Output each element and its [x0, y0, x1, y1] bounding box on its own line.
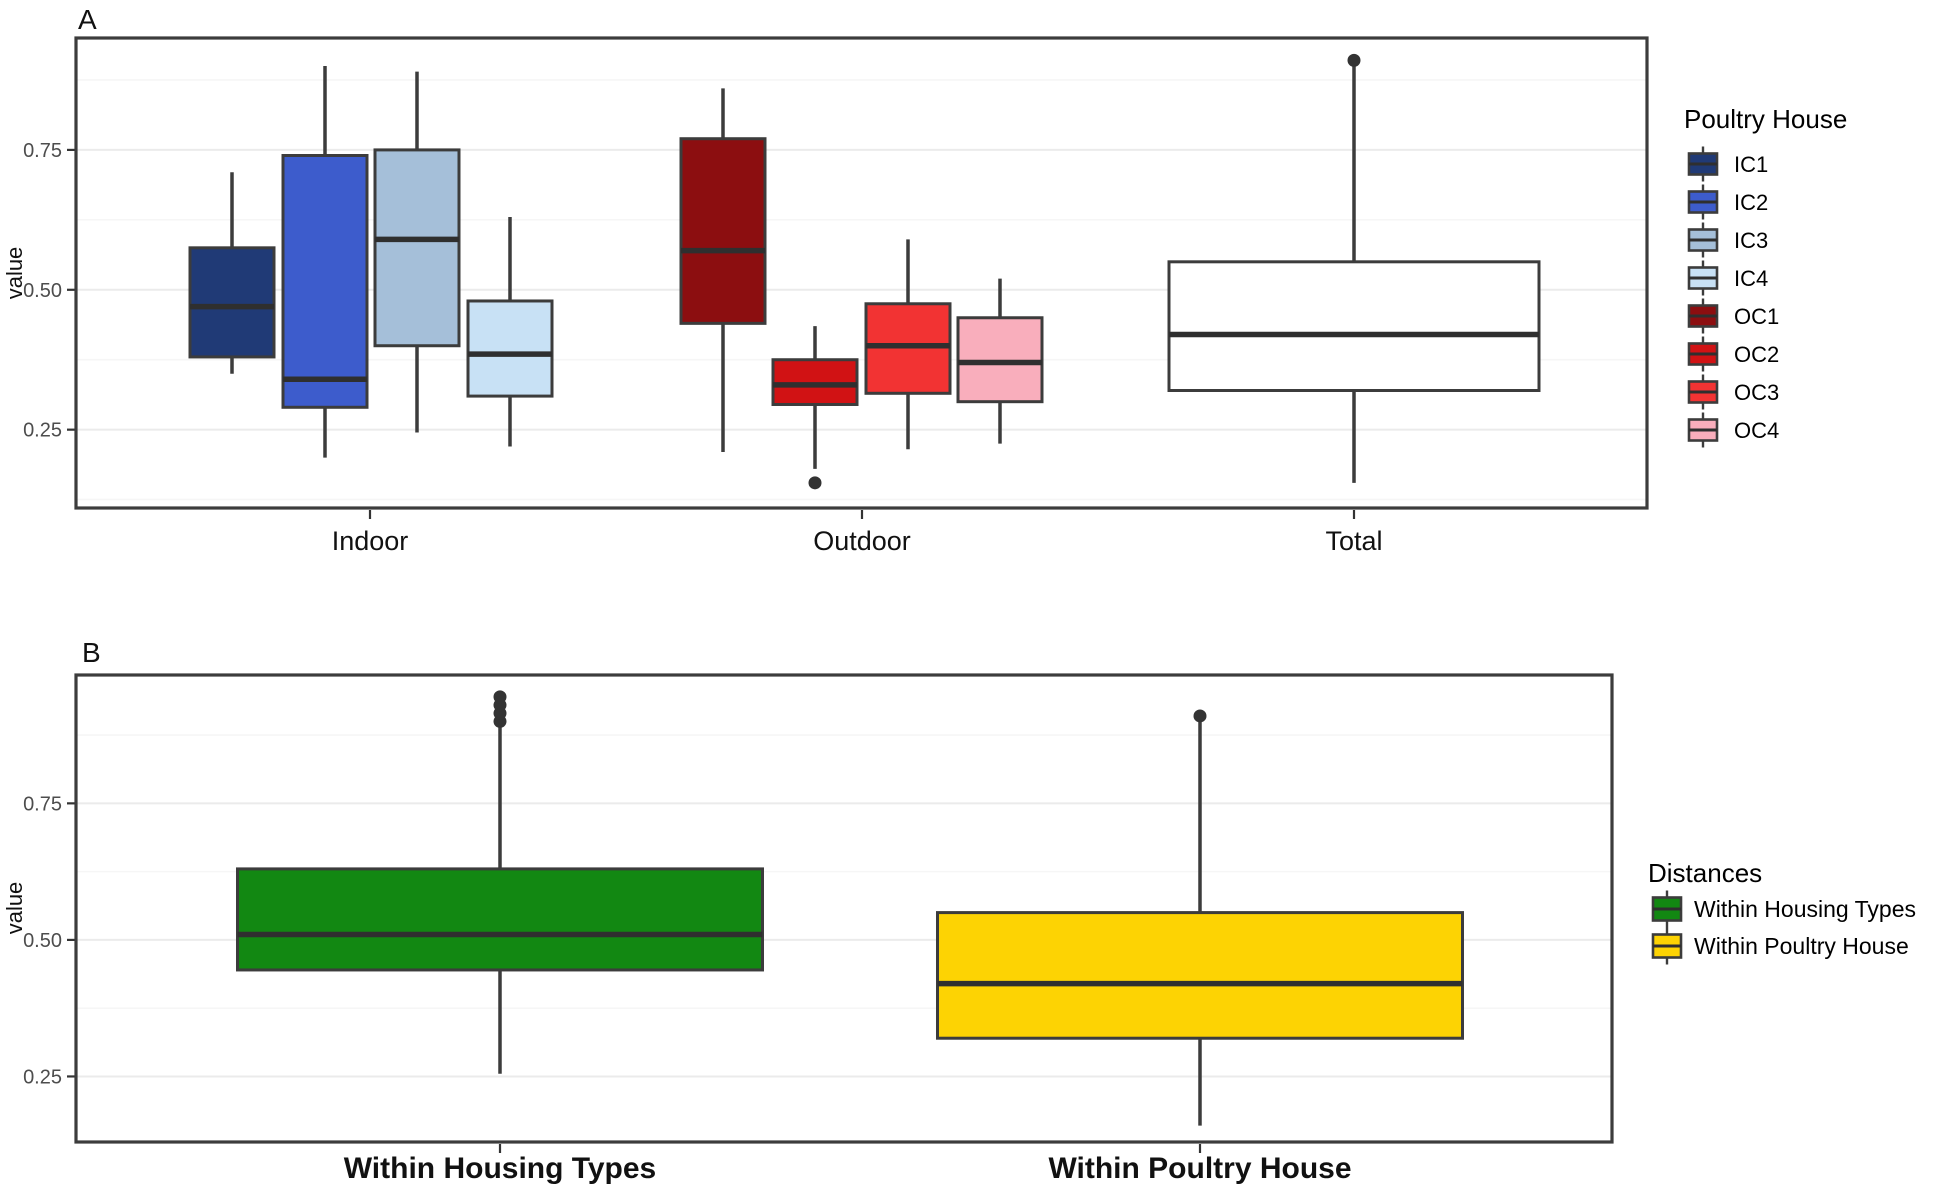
legend-item-label: IC4	[1734, 266, 1768, 291]
legend-item-label: OC3	[1734, 380, 1779, 405]
outlier-point	[1193, 709, 1207, 723]
legend-item-label: OC1	[1734, 304, 1779, 329]
x-axis-label: Outdoor	[813, 526, 911, 556]
x-axis-label: Total	[1325, 526, 1382, 556]
y-tick-label: 0.25	[23, 1066, 62, 1088]
iqr-box	[771, 358, 859, 406]
x-axis-label: Indoor	[332, 526, 409, 556]
y-tick-label: 0.75	[23, 793, 62, 815]
boxplot-ic4	[466, 217, 554, 447]
legend-poultry-house: Poultry House IC1 IC2 IC3 IC4 OC1 OC2 OC3 OC4	[1684, 104, 1847, 448]
legend-item-label: OC4	[1734, 418, 1779, 443]
boxplot-within-poultry-house	[936, 709, 1464, 1126]
iqr-box	[1167, 260, 1541, 392]
y-axis-title: value	[2, 882, 27, 935]
panel-border	[74, 36, 1649, 510]
y-tick-label: 0.25	[23, 420, 62, 442]
x-axis-label: Within Poultry House	[1048, 1152, 1351, 1185]
iqr-box	[956, 316, 1044, 404]
legend-distances: Distances Within Housing Types Within Poul…	[1648, 858, 1916, 965]
panel-border	[74, 673, 1614, 1144]
legend-item-ic1: IC1	[1687, 146, 1768, 182]
legend-item-within-poultry-house: Within Poultry House	[1651, 927, 1909, 965]
panel-letter-a: A	[78, 4, 97, 35]
iqr-box	[466, 299, 554, 398]
boxplot-oc1	[679, 88, 767, 453]
legend-item-within-housing-types: Within Housing Types	[1651, 890, 1916, 928]
legend-item-ic2: IC2	[1687, 184, 1768, 220]
legend-item-oc4: OC4	[1687, 412, 1779, 448]
iqr-box	[373, 148, 461, 348]
legend-item-oc3: OC3	[1687, 374, 1779, 410]
y-tick-label: 0.50	[23, 930, 62, 952]
iqr-box	[236, 867, 764, 972]
legend-item-label: Within Poultry House	[1694, 933, 1909, 959]
x-axis-label: Within Housing Types	[344, 1152, 657, 1185]
legend-item-oc1: OC1	[1687, 298, 1779, 334]
boxplot-ic2	[281, 65, 369, 458]
legend-title: Poultry House	[1684, 104, 1847, 134]
boxplot-ic3	[373, 71, 461, 433]
iqr-box	[864, 302, 952, 395]
legend-item-label: IC3	[1734, 228, 1768, 253]
y-axis-title: value	[2, 247, 27, 300]
boxplot-ic1	[188, 172, 276, 374]
legend-item-oc2: OC2	[1687, 336, 1779, 372]
boxplot-total	[1167, 53, 1541, 483]
legend-item-label: Within Housing Types	[1694, 896, 1916, 922]
legend-item-label: IC2	[1734, 190, 1768, 215]
boxplot-oc3	[864, 239, 952, 450]
iqr-box	[281, 154, 369, 409]
legend-item-ic4: IC4	[1687, 260, 1768, 296]
panel-b: 0.75 0.50 0.25 Within Housing Types Within P…	[2, 637, 1916, 1185]
y-tick-label: 0.50	[23, 280, 62, 302]
iqr-box	[188, 246, 276, 359]
outlier-point	[493, 690, 507, 704]
outlier-point	[1347, 53, 1361, 67]
legend-item-ic3: IC3	[1687, 222, 1768, 258]
panel-letter-b: B	[82, 637, 101, 668]
legend-title: Distances	[1648, 858, 1762, 888]
legend-item-label: IC1	[1734, 152, 1768, 177]
boxplot-oc2	[771, 326, 859, 490]
legend-item-label: OC2	[1734, 342, 1779, 367]
y-tick-label: 0.75	[23, 140, 62, 162]
boxplot-within-housing-types	[236, 690, 764, 1074]
panel-a: 0.75 0.50 0.25 Indoor Outdoor Total value A Poul…	[2, 4, 1847, 556]
iqr-box	[936, 911, 1464, 1040]
iqr-box	[679, 137, 767, 325]
boxplot-oc4	[956, 278, 1044, 444]
outlier-point	[808, 476, 822, 490]
